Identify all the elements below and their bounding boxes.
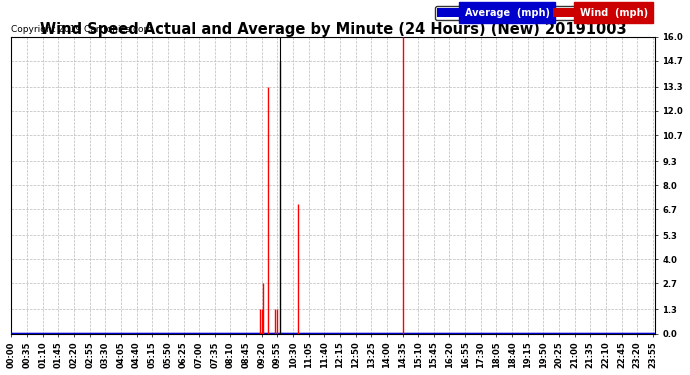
Text: Copyright 2019 Cartronics.com: Copyright 2019 Cartronics.com: [12, 25, 152, 34]
Legend: Average  (mph), Wind  (mph): Average (mph), Wind (mph): [435, 6, 650, 20]
Title: Wind Speed Actual and Average by Minute (24 Hours) (New) 20191003: Wind Speed Actual and Average by Minute …: [40, 22, 627, 37]
